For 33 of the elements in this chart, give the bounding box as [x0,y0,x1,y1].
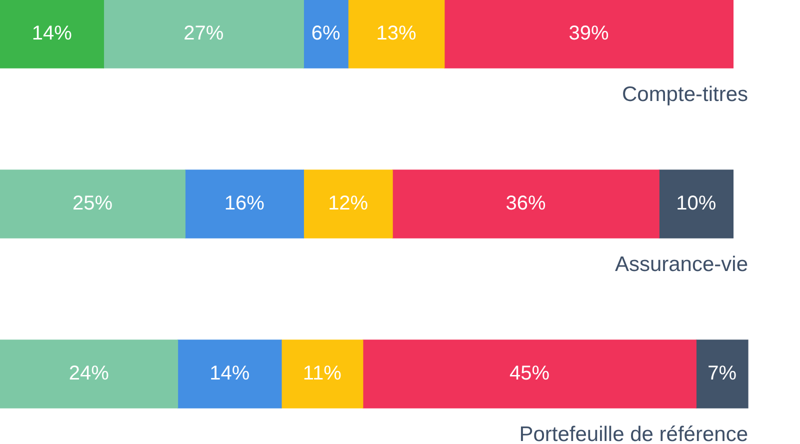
data-label: 11% [302,362,342,385]
data-label: 14% [210,362,250,385]
data-label: 7% [708,362,737,385]
bar [348,0,445,68]
bar [103,0,304,68]
data-label: 16% [224,192,265,215]
data-label: 36% [506,192,546,215]
data-label: 25% [72,192,113,215]
data-label: 6% [311,22,341,45]
bar [303,170,393,238]
data-label: 27% [184,22,224,45]
data-label: 10% [676,192,716,215]
bar [696,340,748,408]
y-tick-label: Compte-titres [622,82,748,106]
y-tick-label: Portefeuille de référence [519,422,748,444]
bar [0,340,178,408]
data-label: 12% [328,192,368,215]
data-label: 24% [68,362,110,385]
bar [281,340,364,408]
bar [444,0,734,68]
bar [0,0,104,68]
data-label: 14% [32,22,72,45]
bar [177,340,282,408]
bar [392,170,660,238]
data-label: 45% [510,362,550,385]
bar [184,170,304,238]
y-tick-label: Assurance-vie [614,252,748,276]
bar [362,340,696,408]
data-label: 13% [376,22,416,45]
bar [0,170,186,238]
bar [658,170,734,238]
bar [303,0,348,68]
data-label: 39% [568,22,610,45]
